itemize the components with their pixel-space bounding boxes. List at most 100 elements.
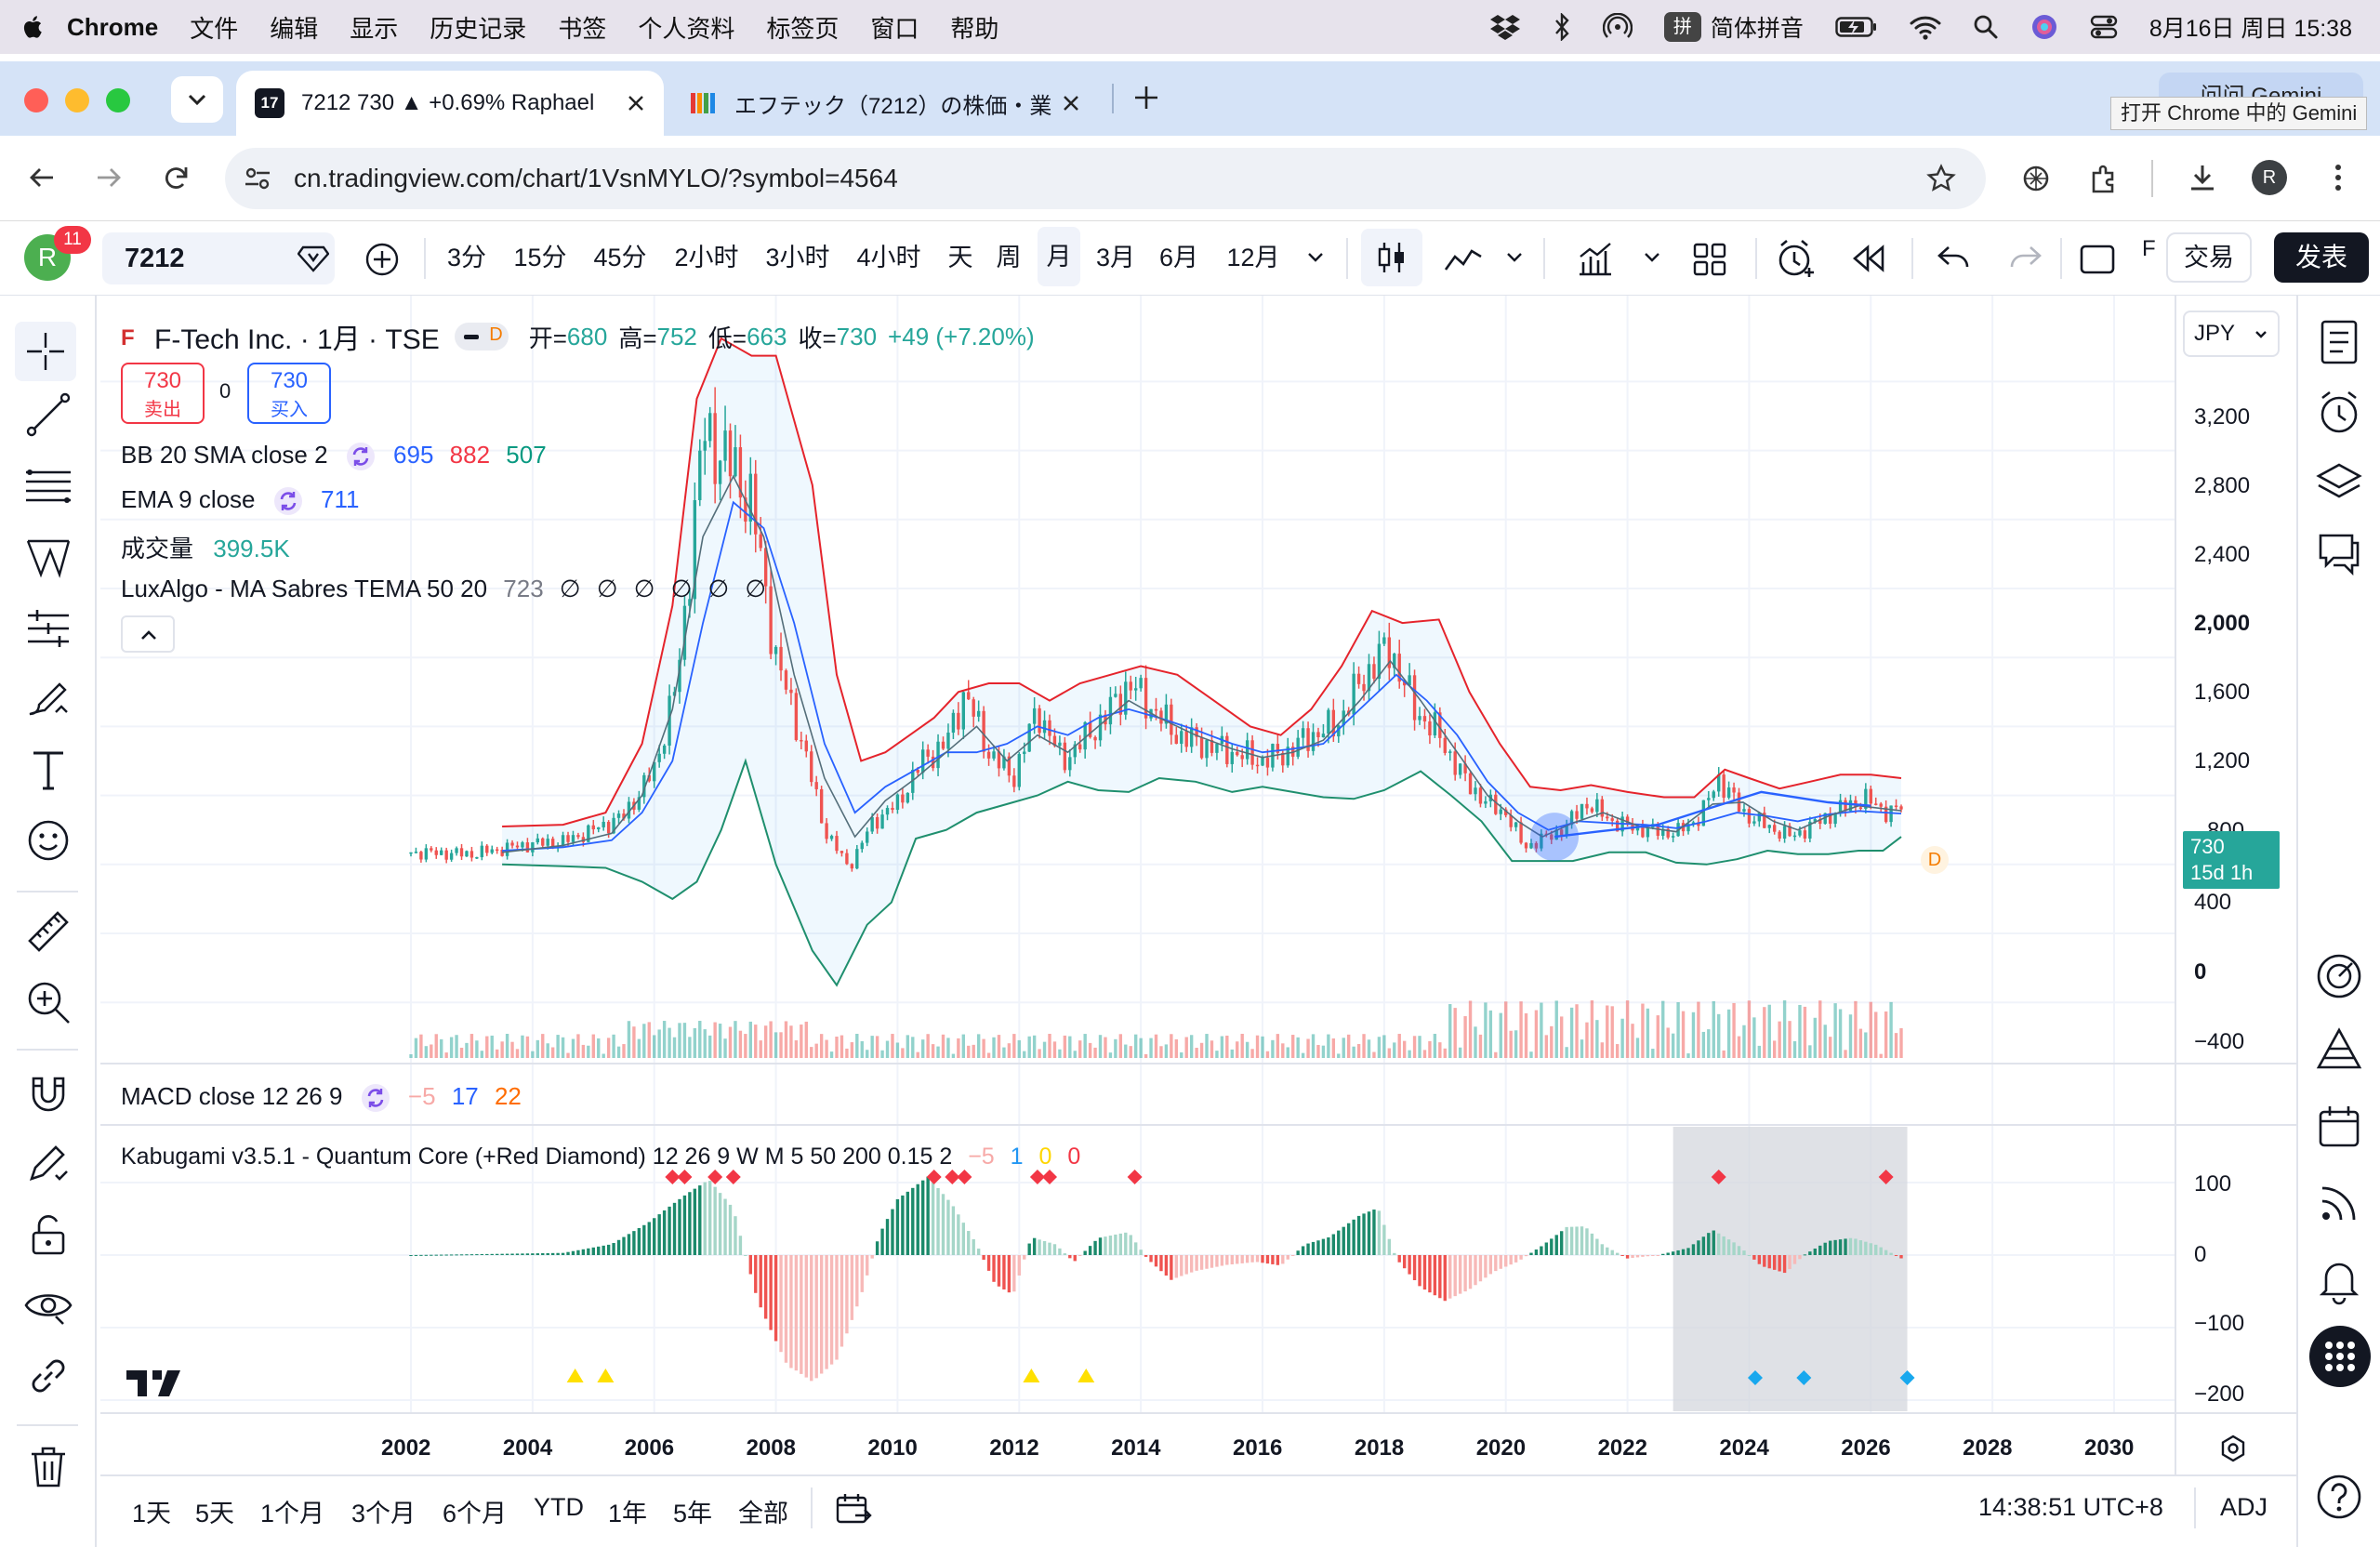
range-1d[interactable]: 1天 [132, 1500, 172, 1527]
spotlight-search-icon[interactable] [1973, 14, 1999, 40]
dividend-badge[interactable]: D [1921, 846, 1949, 874]
window-minimize-button[interactable] [65, 88, 89, 112]
menu-file[interactable]: 文件 [190, 14, 239, 43]
interval-month[interactable]: 月 [1038, 227, 1080, 286]
airplay-icon[interactable] [1602, 13, 1633, 41]
reload-icon[interactable] [162, 164, 190, 192]
interval-4h[interactable]: 4小时 [856, 244, 921, 271]
lock-icon[interactable] [22, 1209, 74, 1261]
legend-collapse-button[interactable] [121, 615, 175, 653]
interval-6mo[interactable]: 6月 [1158, 244, 1199, 271]
range-3m[interactable]: 3个月 [351, 1500, 416, 1527]
indicators-chart-icon[interactable] [1577, 240, 1614, 277]
range-ytd[interactable]: YTD [534, 1493, 584, 1521]
bluetooth-icon[interactable] [1553, 13, 1571, 41]
menu-profiles[interactable]: 个人资料 [638, 14, 735, 43]
compare-add-icon[interactable] [364, 242, 400, 277]
siri-icon[interactable] [2030, 13, 2058, 41]
alert-clock-icon[interactable] [2313, 387, 2365, 439]
replay-icon[interactable] [1850, 242, 1887, 275]
range-6m[interactable]: 6个月 [443, 1500, 508, 1527]
apps-grid-button[interactable] [2309, 1326, 2371, 1387]
tradingview-logo[interactable] [125, 1365, 184, 1409]
pattern-xabcd-icon[interactable] [22, 532, 74, 584]
download-icon[interactable] [2187, 162, 2218, 193]
chat-icon[interactable] [2313, 528, 2365, 580]
range-5d[interactable]: 5天 [195, 1500, 235, 1527]
range-all[interactable]: 全部 [738, 1500, 788, 1527]
trend-line-icon[interactable] [22, 389, 74, 441]
menu-window[interactable]: 窗口 [870, 14, 919, 43]
interval-day[interactable]: 天 [947, 244, 973, 271]
visibility-toggle[interactable]: D [454, 323, 509, 350]
ruler-icon[interactable] [22, 906, 74, 958]
refresh-icon[interactable] [361, 1083, 390, 1113]
alert-add-icon[interactable] [1776, 238, 1817, 279]
wifi-icon[interactable] [1910, 14, 1941, 40]
kabugami-legend[interactable]: Kabugami v3.5.1 - Quantum Core (+Red Dia… [121, 1144, 1080, 1170]
refresh-icon[interactable] [273, 486, 303, 516]
eye-icon[interactable] [22, 1279, 74, 1331]
trash-icon[interactable] [22, 1441, 74, 1493]
tab-kabutan[interactable]: エフテック（7212）の株価・業 [671, 71, 1099, 136]
indicator-legend-sabres[interactable]: LuxAlgo - MA Sabres TEMA 50 20 723 ∅ ∅ ∅… [121, 575, 766, 603]
candles-chart-type-button[interactable] [1361, 229, 1422, 286]
publish-button[interactable]: 发表 [2274, 232, 2369, 283]
interval-3mo[interactable]: 3月 [1095, 244, 1136, 271]
currency-select[interactable]: JPY [2183, 311, 2280, 357]
apple-icon[interactable] [20, 14, 43, 40]
tab-tradingview[interactable]: 17 7212 730 ▲ +0.69% Raphael [236, 71, 664, 136]
stay-in-drawing-mode-icon[interactable] [22, 1138, 74, 1190]
interval-12mo[interactable]: 12月 [1226, 244, 1280, 271]
openai-extension-icon[interactable] [2021, 164, 2051, 193]
fullscreen-rect-icon[interactable] [2079, 244, 2116, 275]
goto-date-icon[interactable] [835, 1491, 872, 1527]
site-info-icon[interactable] [244, 165, 271, 192]
calendar-icon[interactable] [2313, 1101, 2365, 1153]
undo-icon[interactable] [1936, 244, 1971, 273]
battery-icon[interactable] [1835, 16, 1878, 38]
text-tool-icon[interactable] [22, 744, 74, 796]
symbol-title[interactable]: F-Tech Inc. · 1月 · TSE [154, 324, 440, 355]
input-method-label[interactable]: 简体拼音 [1710, 16, 1804, 42]
chart-canvas[interactable] [100, 296, 2296, 1474]
bookmark-star-icon[interactable] [1926, 164, 1956, 193]
timezone-clock[interactable]: 14:38:51 UTC+8 [1978, 1493, 2163, 1521]
interval-week[interactable]: 周 [996, 244, 1022, 271]
chevron-down-icon[interactable] [1305, 251, 1326, 264]
forward-arrow-icon[interactable] [95, 164, 123, 192]
forecast-tool-icon[interactable] [22, 602, 74, 654]
interval-3h[interactable]: 3小时 [765, 244, 830, 271]
menu-history[interactable]: 历史记录 [430, 14, 527, 43]
input-method-icon[interactable]: 拼 [1663, 12, 1701, 42]
help-icon[interactable] [2313, 1471, 2365, 1523]
close-icon[interactable] [1062, 94, 1080, 112]
control-center-icon[interactable] [2090, 14, 2118, 40]
zoom-in-icon[interactable] [22, 976, 74, 1028]
chevron-down-icon[interactable] [1642, 251, 1662, 264]
window-close-button[interactable] [24, 88, 48, 112]
address-bar[interactable]: cn.tradingview.com/chart/1VsnMYLO/?symbo… [225, 148, 1986, 209]
redo-icon[interactable] [2008, 244, 2043, 273]
axis-settings-gear-icon[interactable] [2218, 1434, 2248, 1463]
menu-bookmarks[interactable]: 书签 [558, 14, 607, 43]
interval-45m[interactable]: 45分 [593, 244, 647, 271]
refresh-icon[interactable] [346, 442, 376, 471]
chevron-down-icon[interactable] [1504, 251, 1525, 264]
new-tab-plus-icon[interactable] [1132, 84, 1160, 112]
sell-button[interactable]: 730 卖出 [121, 363, 205, 424]
brush-icon[interactable] [22, 673, 74, 725]
kebab-menu-icon[interactable] [2324, 162, 2352, 193]
back-arrow-icon[interactable] [28, 164, 56, 192]
profile-avatar[interactable]: R [2252, 160, 2287, 195]
interval-2h[interactable]: 2小时 [674, 244, 739, 271]
layout-grid-icon[interactable] [1692, 242, 1727, 277]
link-icon[interactable] [22, 1350, 74, 1402]
range-1m[interactable]: 1个月 [260, 1500, 325, 1527]
pyramid-icon[interactable] [2313, 1025, 2365, 1077]
indicator-legend-bb[interactable]: BB 20 SMA close 2 695 882 507 [121, 441, 547, 471]
interval-3m[interactable]: 3分 [446, 244, 487, 271]
indicator-legend-volume[interactable]: 成交量 399.5K [121, 530, 290, 564]
window-zoom-button[interactable] [106, 88, 130, 112]
close-icon[interactable] [627, 94, 645, 112]
